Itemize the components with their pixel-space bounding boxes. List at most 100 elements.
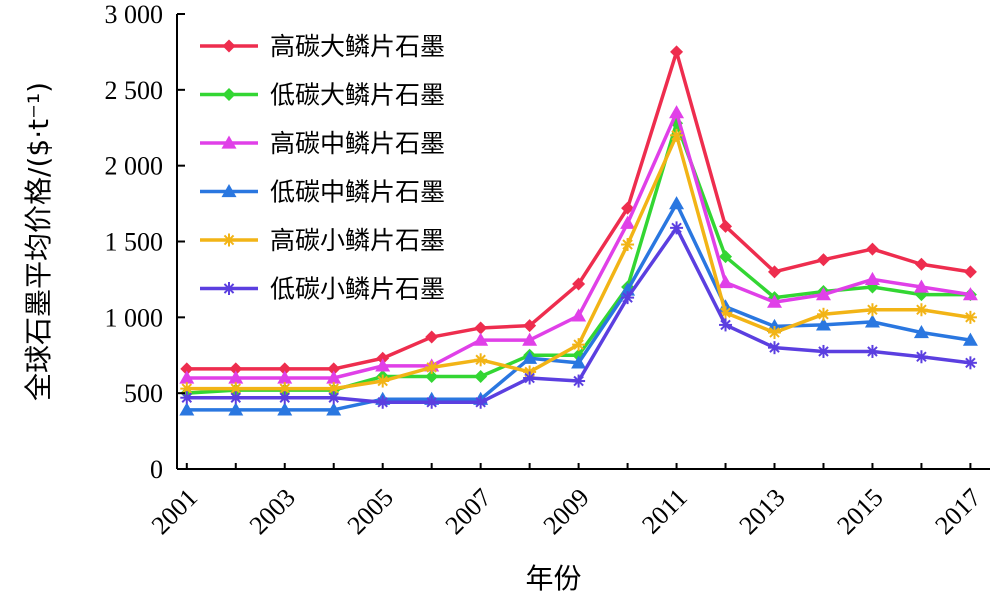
legend-label: 低碳中鳞片石墨	[270, 178, 445, 207]
data-point	[425, 330, 439, 344]
data-point	[620, 215, 636, 229]
asterisk-stroke	[426, 362, 437, 373]
data-point	[768, 341, 782, 355]
data-point	[864, 314, 880, 328]
asterisk-stroke	[916, 351, 927, 363]
data-point	[865, 344, 879, 358]
x-tick-label: 2015	[831, 483, 888, 540]
data-point	[914, 257, 928, 271]
data-point	[816, 307, 830, 321]
data-point	[229, 391, 243, 405]
data-point	[179, 402, 195, 416]
data-point	[913, 325, 929, 339]
asterisk-stroke	[279, 392, 291, 403]
legend-label: 高碳中鳞片石墨	[270, 129, 445, 158]
asterisk-stroke	[622, 239, 633, 250]
data-point	[222, 233, 236, 247]
legend: 高碳大鳞片石墨低碳大鳞片石墨高碳中鳞片石墨低碳中鳞片石墨高碳小鳞片石墨低碳小鳞片…	[200, 32, 445, 304]
data-point	[962, 332, 978, 346]
y-axis-title: 全球石墨平均价格/($·t⁻¹)	[22, 82, 55, 401]
data-point	[864, 271, 880, 286]
y-tick-label: 3 000	[105, 0, 164, 29]
data-point	[180, 391, 194, 405]
legend-item: 低碳大鳞片石墨	[200, 81, 445, 110]
data-point	[326, 370, 342, 384]
data-point	[327, 391, 341, 405]
data-point	[278, 362, 292, 376]
data-point	[621, 238, 635, 252]
asterisk-stroke	[867, 304, 878, 316]
data-point	[375, 358, 391, 372]
data-point	[865, 242, 879, 256]
data-point	[277, 402, 293, 416]
data-point	[179, 370, 195, 384]
x-tick-label: 2011	[636, 483, 693, 540]
data-point	[222, 88, 236, 101]
data-point	[376, 374, 390, 388]
data-point	[522, 332, 538, 346]
data-point	[221, 135, 237, 149]
data-point	[571, 308, 587, 322]
legend-item: 高碳中鳞片石墨	[200, 129, 445, 158]
data-point	[669, 196, 685, 210]
data-point	[621, 201, 635, 215]
asterisk-stroke	[524, 372, 535, 384]
data-point	[718, 274, 734, 289]
series-5	[180, 128, 977, 396]
data-point	[327, 362, 341, 376]
asterisk-stroke	[223, 283, 235, 294]
data-point	[474, 353, 488, 367]
data-point	[376, 351, 390, 365]
data-point	[913, 279, 929, 293]
data-point	[669, 105, 685, 119]
data-point	[278, 391, 292, 405]
data-point	[816, 344, 830, 358]
series-1	[180, 45, 977, 376]
data-point	[768, 326, 782, 339]
asterisk-stroke	[671, 130, 682, 141]
asterisk-stroke	[230, 392, 242, 403]
data-point	[963, 265, 977, 279]
data-point	[180, 362, 194, 376]
data-point	[816, 253, 830, 267]
legend-label: 低碳大鳞片石墨	[270, 81, 445, 110]
data-point	[222, 39, 236, 53]
legend-item: 高碳小鳞片石墨	[200, 226, 445, 255]
data-point	[719, 250, 733, 264]
data-point	[621, 291, 635, 305]
asterisk-stroke	[671, 222, 682, 234]
data-point	[221, 184, 237, 198]
y-tick-label: 0	[150, 455, 163, 484]
y-tick-label: 2 500	[105, 76, 164, 105]
asterisk-stroke	[965, 357, 976, 369]
data-point	[670, 45, 684, 59]
asterisk-stroke	[426, 397, 437, 408]
asterisk-stroke	[916, 304, 927, 316]
data-point	[228, 402, 244, 416]
data-point	[719, 318, 733, 332]
asterisk-stroke	[475, 397, 486, 408]
legend-item: 高碳大鳞片石墨	[200, 32, 445, 61]
x-tick-label: 2009	[538, 483, 595, 540]
data-point	[474, 321, 488, 335]
legend-label: 低碳小鳞片石墨	[270, 275, 445, 304]
data-point	[572, 277, 586, 291]
legend-item: 低碳小鳞片石墨	[200, 275, 445, 304]
data-point	[229, 362, 243, 376]
data-point	[474, 369, 488, 383]
data-point	[326, 402, 342, 416]
data-point	[815, 317, 831, 331]
asterisk-stroke	[181, 392, 193, 403]
x-tick-label: 2003	[244, 483, 301, 540]
x-tick-label: 2007	[440, 483, 497, 540]
asterisk-stroke	[720, 319, 731, 331]
data-point	[277, 370, 293, 384]
asterisk-stroke	[867, 346, 878, 357]
series-6	[180, 221, 977, 409]
data-point	[962, 287, 978, 301]
asterisk-stroke	[573, 375, 584, 387]
data-point	[425, 369, 439, 383]
asterisk-stroke	[377, 375, 388, 387]
y-tick-label: 1 000	[105, 303, 164, 332]
